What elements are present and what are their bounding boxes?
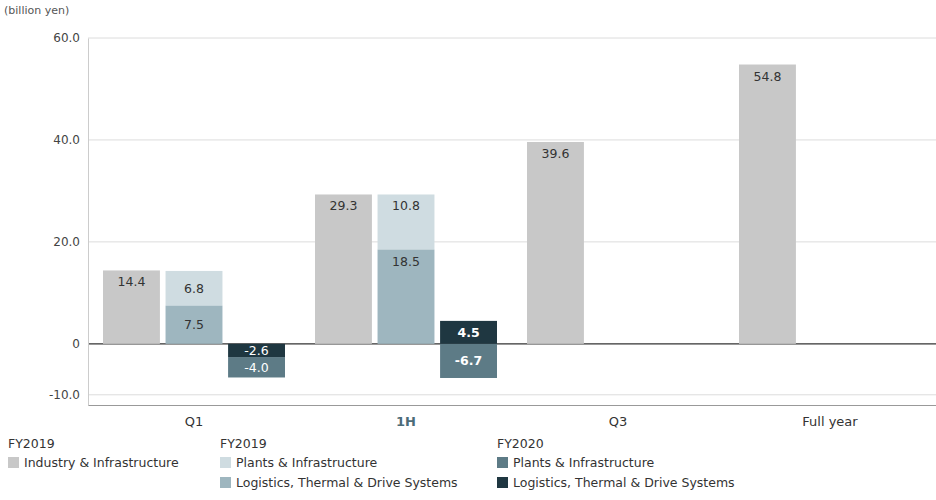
legend-group-title: FY2019 — [8, 436, 55, 451]
x-tick-label: Q3 — [609, 414, 628, 429]
data-label: 39.6 — [542, 146, 570, 161]
y-axis-line — [88, 39, 89, 406]
legend-swatch — [8, 457, 19, 468]
grid-line — [88, 139, 936, 140]
data-label: 10.8 — [392, 198, 420, 213]
x-tick: Full year — [802, 414, 858, 429]
legend-group-title: FY2020 — [497, 436, 544, 451]
legend-swatch — [220, 477, 231, 488]
bar — [378, 250, 435, 344]
legend-swatch — [220, 457, 231, 468]
bar — [166, 306, 223, 344]
y-tick-label: -10.0 — [49, 388, 80, 402]
data-label: -4.0 — [244, 360, 268, 375]
y-tick-label: 40.0 — [53, 133, 80, 147]
x-axis: Q1 1H Q3 Full year — [89, 406, 936, 430]
x-tick-label: Q1 — [185, 414, 204, 429]
bar — [103, 270, 160, 343]
chart: (billion yen) -10.0 0 20.0 40.0 60.0 14.4 29.3 3… — [0, 0, 936, 500]
y-tick: 60.0 — [53, 31, 88, 45]
legend-swatch — [497, 477, 508, 488]
y-tick: 20.0 — [53, 235, 88, 249]
bar — [315, 194, 372, 343]
data-labels: 14.4 29.3 39.6 54.8 6.8 10.8 7.5 18.5 -4.0 -6.7 -2… — [118, 69, 782, 375]
data-label: 14.4 — [118, 274, 146, 289]
bar — [440, 344, 497, 378]
data-label: -2.6 — [244, 343, 268, 358]
x-tick: Q1 — [185, 414, 204, 429]
bars — [103, 65, 796, 378]
y-tick: -10.0 — [49, 388, 88, 402]
bar — [166, 271, 223, 306]
legend-group-title: FY2019 — [220, 436, 267, 451]
grid-line — [88, 241, 936, 242]
y-tick: 0 — [72, 337, 88, 351]
y-tick: 40.0 — [53, 133, 88, 147]
legend-entry: Industry & Infrastructure — [24, 455, 179, 470]
y-tick-label: 20.0 — [53, 235, 80, 249]
grid-line — [88, 394, 936, 395]
x-axis-line — [89, 405, 936, 406]
legend-swatch — [497, 457, 508, 468]
bar — [378, 194, 435, 249]
bar — [527, 142, 584, 344]
data-label: 4.5 — [457, 325, 479, 340]
legend: FY2019 Industry & Infrastructure FY2019 Pla… — [8, 436, 735, 490]
bar — [440, 321, 497, 344]
bar — [228, 344, 285, 357]
y-axis: -10.0 0 20.0 40.0 60.0 — [49, 31, 89, 405]
y-tick-label: 0 — [72, 337, 80, 351]
legend-entry: Logistics, Thermal & Drive Systems — [513, 475, 735, 490]
data-label: 54.8 — [754, 69, 782, 84]
data-label: 18.5 — [392, 254, 420, 269]
x-tick: 1H — [396, 414, 416, 429]
bar — [228, 357, 285, 377]
data-label: 29.3 — [330, 198, 358, 213]
data-label: 7.5 — [184, 317, 204, 332]
legend-entry: Plants & Infrastructure — [513, 455, 655, 470]
legend-entry: Plants & Infrastructure — [236, 455, 378, 470]
x-tick: Q3 — [609, 414, 628, 429]
data-label: 6.8 — [184, 281, 204, 296]
grid-line — [88, 38, 936, 39]
x-tick-label: 1H — [396, 414, 416, 429]
data-label: -6.7 — [455, 353, 482, 368]
grid — [88, 38, 936, 395]
legend-entry: Logistics, Thermal & Drive Systems — [236, 475, 458, 490]
x-tick-label: Full year — [802, 414, 858, 429]
bar — [739, 65, 796, 344]
y-axis-title: (billion yen) — [4, 4, 69, 17]
y-tick-label: 60.0 — [53, 31, 80, 45]
